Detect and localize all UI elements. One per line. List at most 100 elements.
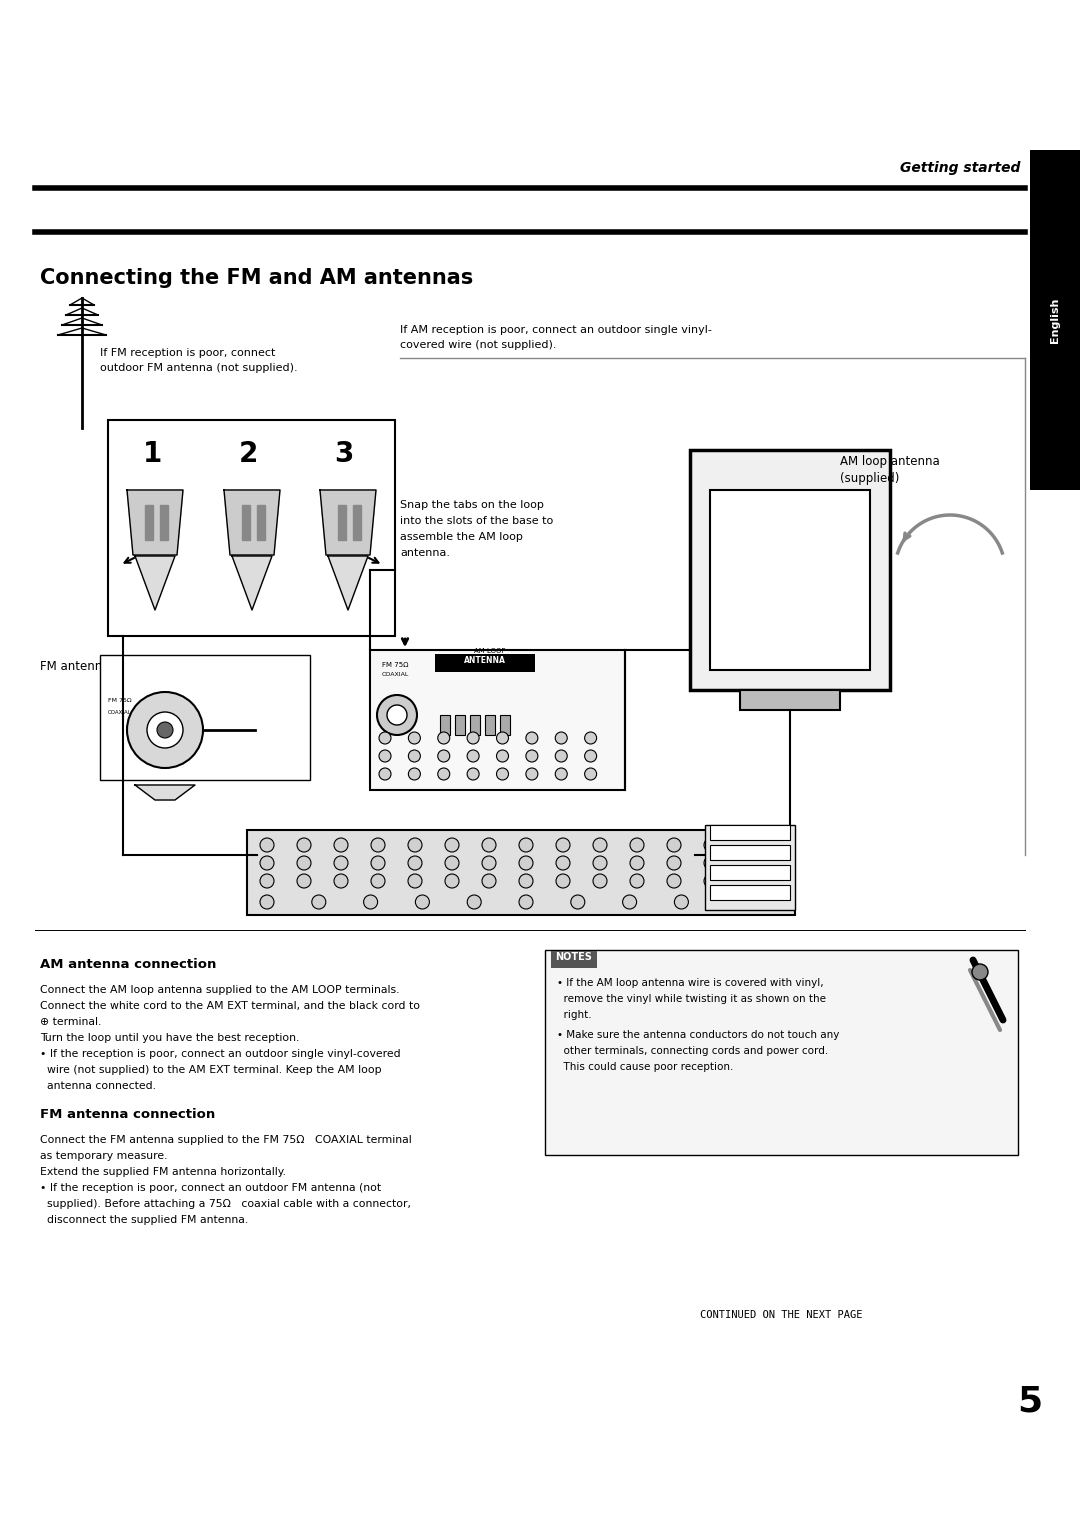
Text: 3: 3 xyxy=(335,439,353,468)
Circle shape xyxy=(387,704,407,726)
Circle shape xyxy=(437,769,449,779)
Bar xyxy=(1030,150,1080,490)
Text: If FM reception is poor, connect: If FM reception is poor, connect xyxy=(100,348,275,358)
Text: (supplied): (supplied) xyxy=(840,472,900,485)
Text: Getting started: Getting started xyxy=(900,161,1020,175)
Circle shape xyxy=(526,750,538,762)
Text: other terminals, connecting cords and power cord.: other terminals, connecting cords and po… xyxy=(557,1046,828,1056)
Circle shape xyxy=(667,837,681,851)
Polygon shape xyxy=(145,505,153,540)
Circle shape xyxy=(556,856,570,870)
Bar xyxy=(710,885,789,900)
Circle shape xyxy=(445,837,459,851)
Circle shape xyxy=(482,856,496,870)
Text: Extend the supplied FM antenna horizontally.: Extend the supplied FM antenna horizonta… xyxy=(40,1167,286,1177)
Polygon shape xyxy=(353,505,361,540)
Text: Turn the loop until you have the best reception.: Turn the loop until you have the best re… xyxy=(40,1033,299,1043)
Circle shape xyxy=(571,896,584,909)
Text: Connect the AM loop antenna supplied to the AM LOOP terminals.: Connect the AM loop antenna supplied to … xyxy=(40,984,400,995)
Circle shape xyxy=(437,750,449,762)
Bar xyxy=(108,419,395,635)
Text: antenna.: antenna. xyxy=(400,548,450,557)
Text: FM antenna connection: FM antenna connection xyxy=(40,1108,215,1121)
Text: disconnect the supplied FM antenna.: disconnect the supplied FM antenna. xyxy=(40,1216,248,1225)
Text: 1: 1 xyxy=(143,439,162,468)
Text: into the slots of the base to: into the slots of the base to xyxy=(400,516,553,527)
Bar xyxy=(435,654,535,672)
Circle shape xyxy=(555,750,567,762)
Circle shape xyxy=(555,732,567,744)
Text: ANTENNA: ANTENNA xyxy=(464,655,505,664)
Text: COAXIAL: COAXIAL xyxy=(381,672,408,677)
Circle shape xyxy=(147,712,183,749)
Circle shape xyxy=(408,750,420,762)
Circle shape xyxy=(377,695,417,735)
Text: remove the vinyl while twisting it as shown on the: remove the vinyl while twisting it as sh… xyxy=(557,994,826,1004)
Text: This could cause poor reception.: This could cause poor reception. xyxy=(557,1063,733,1072)
Circle shape xyxy=(556,837,570,851)
Polygon shape xyxy=(338,505,346,540)
Circle shape xyxy=(584,769,596,779)
Circle shape xyxy=(468,750,480,762)
Text: 5: 5 xyxy=(1017,1386,1042,1419)
Circle shape xyxy=(468,896,482,909)
Text: antenna connected.: antenna connected. xyxy=(40,1081,156,1092)
Circle shape xyxy=(497,769,509,779)
Circle shape xyxy=(364,896,378,909)
Circle shape xyxy=(622,896,636,909)
Circle shape xyxy=(741,856,755,870)
Text: FM antenna (supplied): FM antenna (supplied) xyxy=(40,660,173,674)
Circle shape xyxy=(260,874,274,888)
Circle shape xyxy=(584,750,596,762)
Circle shape xyxy=(497,732,509,744)
Text: Snap the tabs on the loop: Snap the tabs on the loop xyxy=(400,501,544,510)
Circle shape xyxy=(593,837,607,851)
Bar xyxy=(690,450,890,690)
Polygon shape xyxy=(232,556,272,609)
Circle shape xyxy=(379,732,391,744)
Circle shape xyxy=(630,837,644,851)
Circle shape xyxy=(704,837,718,851)
Circle shape xyxy=(704,856,718,870)
Text: FM 75Ω: FM 75Ω xyxy=(381,661,408,668)
Bar xyxy=(247,830,795,916)
Circle shape xyxy=(334,837,348,851)
Circle shape xyxy=(157,723,173,738)
Bar xyxy=(100,655,310,779)
Circle shape xyxy=(408,874,422,888)
Circle shape xyxy=(704,874,718,888)
Circle shape xyxy=(741,874,755,888)
Polygon shape xyxy=(242,505,249,540)
Circle shape xyxy=(468,769,480,779)
Circle shape xyxy=(334,856,348,870)
Bar xyxy=(500,715,510,735)
Circle shape xyxy=(497,750,509,762)
Bar xyxy=(370,651,625,790)
Circle shape xyxy=(556,874,570,888)
Text: Connecting the FM and AM antennas: Connecting the FM and AM antennas xyxy=(40,268,473,288)
Polygon shape xyxy=(257,505,265,540)
Text: COAXIAL: COAXIAL xyxy=(108,710,132,715)
Text: supplied). Before attaching a 75Ω   coaxial cable with a connector,: supplied). Before attaching a 75Ω coaxia… xyxy=(40,1199,411,1209)
Circle shape xyxy=(437,732,449,744)
Text: ⊕ terminal.: ⊕ terminal. xyxy=(40,1017,102,1027)
Circle shape xyxy=(482,874,496,888)
Circle shape xyxy=(379,769,391,779)
Text: AM loop antenna: AM loop antenna xyxy=(840,455,940,468)
Bar xyxy=(705,825,795,909)
Bar xyxy=(710,865,789,880)
Text: as temporary measure.: as temporary measure. xyxy=(40,1151,167,1160)
Polygon shape xyxy=(224,490,280,556)
Circle shape xyxy=(445,874,459,888)
Bar xyxy=(551,951,597,968)
Bar xyxy=(485,715,495,735)
Circle shape xyxy=(741,837,755,851)
Circle shape xyxy=(416,896,430,909)
Circle shape xyxy=(519,856,534,870)
Circle shape xyxy=(260,837,274,851)
Circle shape xyxy=(372,856,384,870)
Circle shape xyxy=(584,732,596,744)
Circle shape xyxy=(260,896,274,909)
Text: 2: 2 xyxy=(239,439,258,468)
Text: Connect the FM antenna supplied to the FM 75Ω   COAXIAL terminal: Connect the FM antenna supplied to the F… xyxy=(40,1134,411,1145)
